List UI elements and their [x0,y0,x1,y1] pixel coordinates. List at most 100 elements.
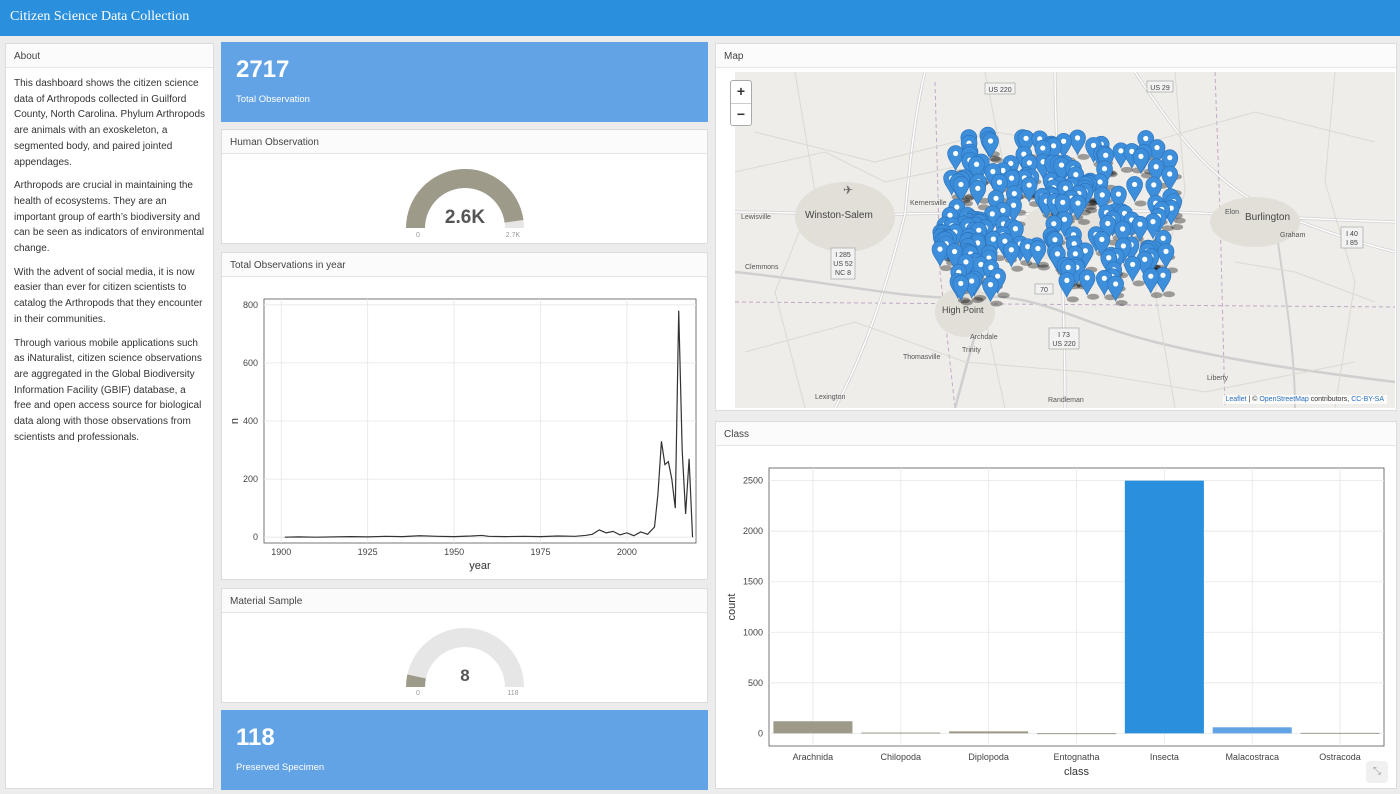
bar[interactable] [1212,727,1292,734]
x-tick-label: Diplopoda [968,752,1009,762]
marker-dot [947,212,953,218]
map-marker-icon[interactable] [1114,220,1131,247]
x-tick-label: 1925 [358,547,378,557]
marker-shadow [978,197,991,204]
minor-road [735,151,956,183]
marker-dot [1148,273,1154,279]
map-marker-icon[interactable] [1110,185,1127,212]
marker-shadow [1077,153,1090,160]
map-marker-icon[interactable] [1058,272,1076,299]
marker-dot [1138,153,1144,160]
resize-icon[interactable]: ⤡ [1366,761,1388,783]
road-shield-label: I 285 [835,252,851,259]
marker-dot [1163,248,1169,254]
marker-shadow [1171,224,1184,231]
map-marker-icon[interactable] [947,145,964,172]
map-marker-icon[interactable] [1161,165,1178,192]
osm-link[interactable]: OpenStreetMap [1259,396,1309,403]
zoom-in-button[interactable]: + [736,83,746,99]
map-marker-icon[interactable] [931,240,949,267]
map-marker-icon[interactable] [1126,176,1143,203]
bar[interactable] [1036,733,1117,735]
marker-dot [1008,247,1014,253]
marker-dot [1099,236,1105,242]
map-marker-icon[interactable] [1078,269,1096,296]
marker-shadow [1087,293,1100,300]
road-shield-label: I 85 [1346,240,1358,247]
leaflet-map[interactable]: Winston-Salem Burlington High Point Kern… [735,72,1395,408]
map-marker-icon[interactable] [982,276,999,303]
x-tick-label: 2000 [617,547,637,557]
map-marker-icon[interactable] [982,132,999,159]
marker-dot [989,211,995,217]
map-attribution: Leaflet | © OpenStreetMap contributors, … [1222,395,1387,404]
map-marker-icon[interactable] [1093,186,1111,213]
marker-shadow [1077,219,1090,226]
marker-dot [993,195,999,201]
class-chart-card: Class 0 500 1000 1500 2000 2500 Arachnida Chilo… [715,421,1397,789]
marker-dot [953,150,959,157]
map-marker-icon[interactable] [1020,176,1038,203]
county-boundary [735,301,1395,308]
map-marker-icon[interactable] [1003,241,1020,268]
marker-dot [1113,281,1119,287]
y-tick-label: 600 [243,358,258,368]
marker-dot [1167,171,1173,177]
marker-dot [986,255,992,261]
bar[interactable] [861,732,941,734]
map-marker-icon[interactable] [1124,256,1141,283]
gauge-max-label: 2.7K [506,232,521,239]
map-marker-icon[interactable] [1054,194,1072,221]
map-marker-icon[interactable] [969,180,987,207]
license-link[interactable]: CC-BY-SA [1351,396,1384,403]
gauge-min-label: 0 [416,690,420,697]
marker-dot [990,168,996,175]
map-marker-icon[interactable] [1154,267,1172,293]
map-marker-icon[interactable] [1142,267,1160,294]
x-tick-label: 1950 [444,547,464,557]
map-marker-icon[interactable] [952,176,970,203]
map-marker-icon[interactable] [1017,130,1035,157]
map-marker-icon[interactable] [991,174,1008,200]
marker-dot [937,246,943,252]
map-marker-icon[interactable] [1034,139,1052,166]
marker-shadow [1020,259,1033,266]
x-tick-label: Chilopoda [881,752,922,762]
road-shield: I 40 I 85 [1340,226,1364,249]
marker-dot [1071,241,1077,247]
marker-dot [954,204,960,210]
total-observation-box: 2717 Total Observation [221,42,708,122]
map-marker-icon[interactable] [968,156,985,183]
highway [1274,221,1296,408]
zoom-out-button[interactable]: − [731,103,751,125]
map-marker-icon[interactable] [1069,194,1087,221]
leaflet-link[interactable]: Leaflet [1225,396,1247,403]
map-marker-icon[interactable] [1093,231,1111,258]
urban-area [935,287,995,337]
highway [735,270,1395,384]
map-marker-icon[interactable] [1157,243,1175,270]
bar[interactable] [773,721,853,734]
marker-dot [1026,160,1032,166]
marker-dot [1060,199,1066,205]
bar[interactable] [949,731,1029,734]
marker-dot [1097,179,1103,185]
marker-dot [1074,135,1081,141]
map-marker-icon[interactable] [1069,129,1086,156]
marker-dot [1051,221,1057,227]
marker-dot [1009,175,1015,181]
map-marker-icon[interactable] [1144,213,1162,240]
bar[interactable] [1124,480,1204,734]
map-marker-icon[interactable] [1131,215,1149,242]
bar[interactable] [1300,732,1380,734]
map-marker-icon[interactable] [1132,148,1150,175]
x-tick-label: Malacostraca [1225,752,1279,762]
marker-dot [1010,202,1017,208]
map-marker-icon[interactable] [1107,275,1124,302]
gauge-value-label: 2.6K [445,207,485,228]
map-marker-icon[interactable] [952,275,970,302]
map-marker-icon[interactable] [1029,240,1047,267]
marker-dot [958,181,964,188]
marker-dot [1062,185,1069,191]
map-marker-icon[interactable] [1145,176,1163,203]
